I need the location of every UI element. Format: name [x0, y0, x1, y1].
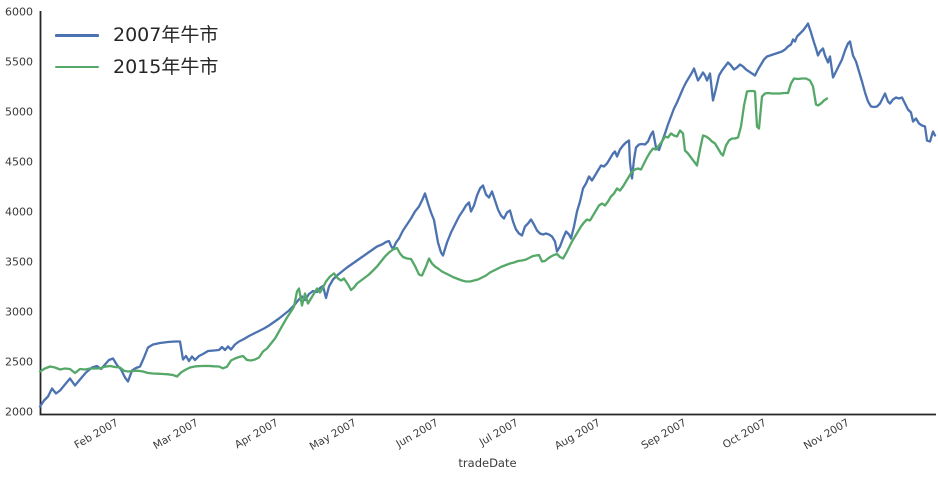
series-line-2007	[38, 22, 937, 408]
x-tick-label: Jun 2007	[393, 417, 440, 451]
y-tick-label: 3500	[5, 256, 33, 269]
x-tick-label: Mar 2007	[151, 417, 200, 452]
axes-spines	[39, 11, 936, 416]
legend-item-2007: 2007年牛市	[55, 24, 218, 47]
y-tick-label: 4000	[5, 206, 33, 219]
y-tick-label: 5000	[5, 106, 33, 119]
legend-line-swatch-2007	[55, 34, 99, 37]
legend-item-2015: 2015年牛市	[55, 56, 218, 79]
legend: 2007年牛市 2015年牛市	[55, 24, 218, 79]
legend-label-2007: 2007年牛市	[113, 24, 219, 46]
x-tick-label: May 2007	[308, 417, 359, 453]
legend-label-2015: 2015年牛市	[113, 55, 219, 78]
y-tick-label: 4500	[5, 156, 33, 169]
x-tick-label: Apr 2007	[233, 417, 281, 452]
y-tick-label: 3000	[5, 306, 33, 319]
x-axis-title: tradeDate	[458, 456, 517, 470]
y-tick-label: 2500	[5, 356, 33, 369]
x-tick-label: Oct 2007	[721, 417, 769, 452]
legend-line-swatch-2015	[55, 65, 99, 69]
x-tick-label: Aug 2007	[553, 417, 603, 453]
x-tick-label: Sep 2007	[639, 417, 688, 452]
x-tick-label: Feb 2007	[72, 417, 120, 452]
y-tick-label: 5500	[5, 56, 33, 69]
x-tick-label: Jul 2007	[477, 417, 521, 449]
series-line-2015	[38, 77, 829, 378]
y-tick-label: 2000	[5, 406, 33, 419]
y-tick-label: 6000	[5, 6, 33, 19]
x-tick-label: Nov 2007	[802, 417, 852, 453]
